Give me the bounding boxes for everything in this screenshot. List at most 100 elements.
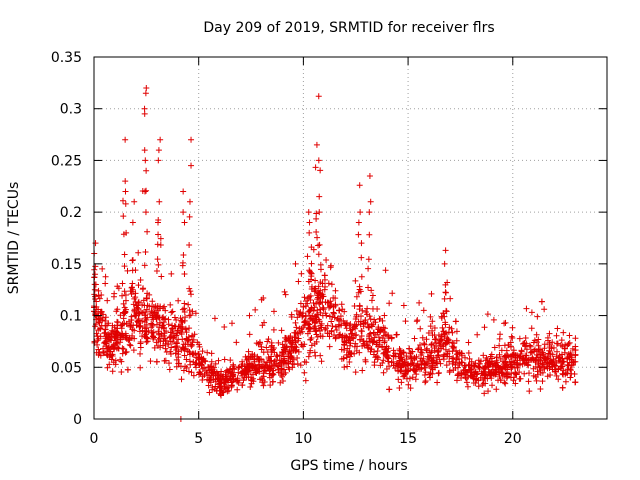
data-point bbox=[166, 366, 173, 373]
data-point bbox=[513, 371, 520, 378]
data-point bbox=[220, 379, 227, 386]
data-point bbox=[183, 356, 190, 363]
data-point bbox=[234, 386, 241, 393]
data-point bbox=[346, 359, 353, 366]
data-point bbox=[480, 376, 487, 383]
data-point bbox=[102, 314, 109, 321]
data-point bbox=[390, 347, 397, 354]
data-point bbox=[281, 353, 288, 360]
data-point bbox=[297, 300, 304, 307]
data-point bbox=[226, 375, 233, 382]
data-point bbox=[416, 299, 423, 306]
data-point bbox=[546, 347, 553, 354]
data-point bbox=[99, 265, 106, 272]
data-point bbox=[372, 319, 379, 326]
data-point bbox=[501, 320, 508, 327]
data-point bbox=[266, 370, 273, 377]
data-point bbox=[187, 288, 194, 295]
data-point bbox=[160, 314, 167, 321]
data-point bbox=[403, 375, 410, 382]
data-point bbox=[312, 352, 319, 359]
data-point bbox=[299, 328, 306, 335]
data-point bbox=[261, 358, 268, 365]
data-point bbox=[559, 359, 566, 366]
data-point bbox=[355, 318, 362, 325]
data-point bbox=[175, 297, 182, 304]
data-point bbox=[336, 333, 343, 340]
data-point bbox=[572, 343, 579, 350]
data-point bbox=[406, 345, 413, 352]
data-point bbox=[362, 317, 369, 324]
data-point bbox=[385, 345, 392, 352]
data-point bbox=[366, 338, 373, 345]
data-point bbox=[182, 314, 189, 321]
data-point bbox=[366, 313, 373, 320]
data-point bbox=[131, 295, 138, 302]
data-point bbox=[199, 348, 206, 355]
data-point bbox=[204, 349, 211, 356]
data-point bbox=[305, 325, 312, 332]
data-point bbox=[484, 311, 491, 318]
data-point bbox=[372, 354, 379, 361]
data-point bbox=[281, 344, 288, 351]
data-point bbox=[144, 314, 151, 321]
data-point bbox=[553, 372, 560, 379]
data-point bbox=[456, 370, 463, 377]
data-point bbox=[538, 298, 545, 305]
data-point bbox=[380, 369, 387, 376]
data-point bbox=[188, 291, 195, 298]
data-point bbox=[286, 348, 293, 355]
data-point bbox=[278, 327, 285, 334]
data-point bbox=[144, 228, 151, 235]
data-point bbox=[560, 329, 567, 336]
data-point bbox=[95, 351, 102, 358]
data-point bbox=[379, 360, 386, 367]
data-point bbox=[273, 352, 280, 359]
data-point bbox=[376, 337, 383, 344]
data-point bbox=[366, 209, 373, 216]
data-point bbox=[294, 330, 301, 337]
data-point bbox=[461, 363, 468, 370]
data-point bbox=[213, 387, 220, 394]
data-point bbox=[420, 307, 427, 314]
data-point bbox=[258, 296, 265, 303]
data-point bbox=[400, 302, 407, 309]
data-point bbox=[194, 339, 201, 346]
data-point bbox=[361, 342, 368, 349]
data-point bbox=[442, 281, 449, 288]
data-point bbox=[104, 297, 111, 304]
data-point bbox=[421, 371, 428, 378]
data-point bbox=[343, 354, 350, 361]
data-point bbox=[142, 328, 149, 335]
data-point bbox=[465, 350, 472, 357]
data-point bbox=[196, 369, 203, 376]
data-point bbox=[304, 253, 311, 260]
data-point bbox=[132, 267, 139, 274]
x-tick-label: 15 bbox=[399, 431, 417, 447]
data-point bbox=[103, 351, 110, 358]
data-point bbox=[185, 301, 192, 308]
data-point bbox=[114, 306, 121, 313]
data-point bbox=[376, 316, 383, 323]
data-point bbox=[418, 365, 425, 372]
data-point bbox=[121, 263, 128, 270]
data-point bbox=[149, 298, 156, 305]
data-point bbox=[357, 336, 364, 343]
data-point bbox=[208, 350, 215, 357]
data-point bbox=[341, 364, 348, 371]
data-point bbox=[386, 300, 393, 307]
data-point bbox=[155, 157, 162, 164]
data-point bbox=[122, 136, 129, 143]
data-point bbox=[181, 270, 188, 277]
data-point bbox=[541, 306, 548, 313]
data-point bbox=[114, 322, 121, 329]
data-point bbox=[351, 332, 358, 339]
data-point bbox=[102, 326, 109, 333]
data-point bbox=[186, 325, 193, 332]
data-point bbox=[189, 350, 196, 357]
data-point bbox=[233, 339, 240, 346]
data-point bbox=[313, 327, 320, 334]
data-point bbox=[332, 323, 339, 330]
data-point bbox=[502, 358, 509, 365]
data-point bbox=[246, 312, 253, 319]
